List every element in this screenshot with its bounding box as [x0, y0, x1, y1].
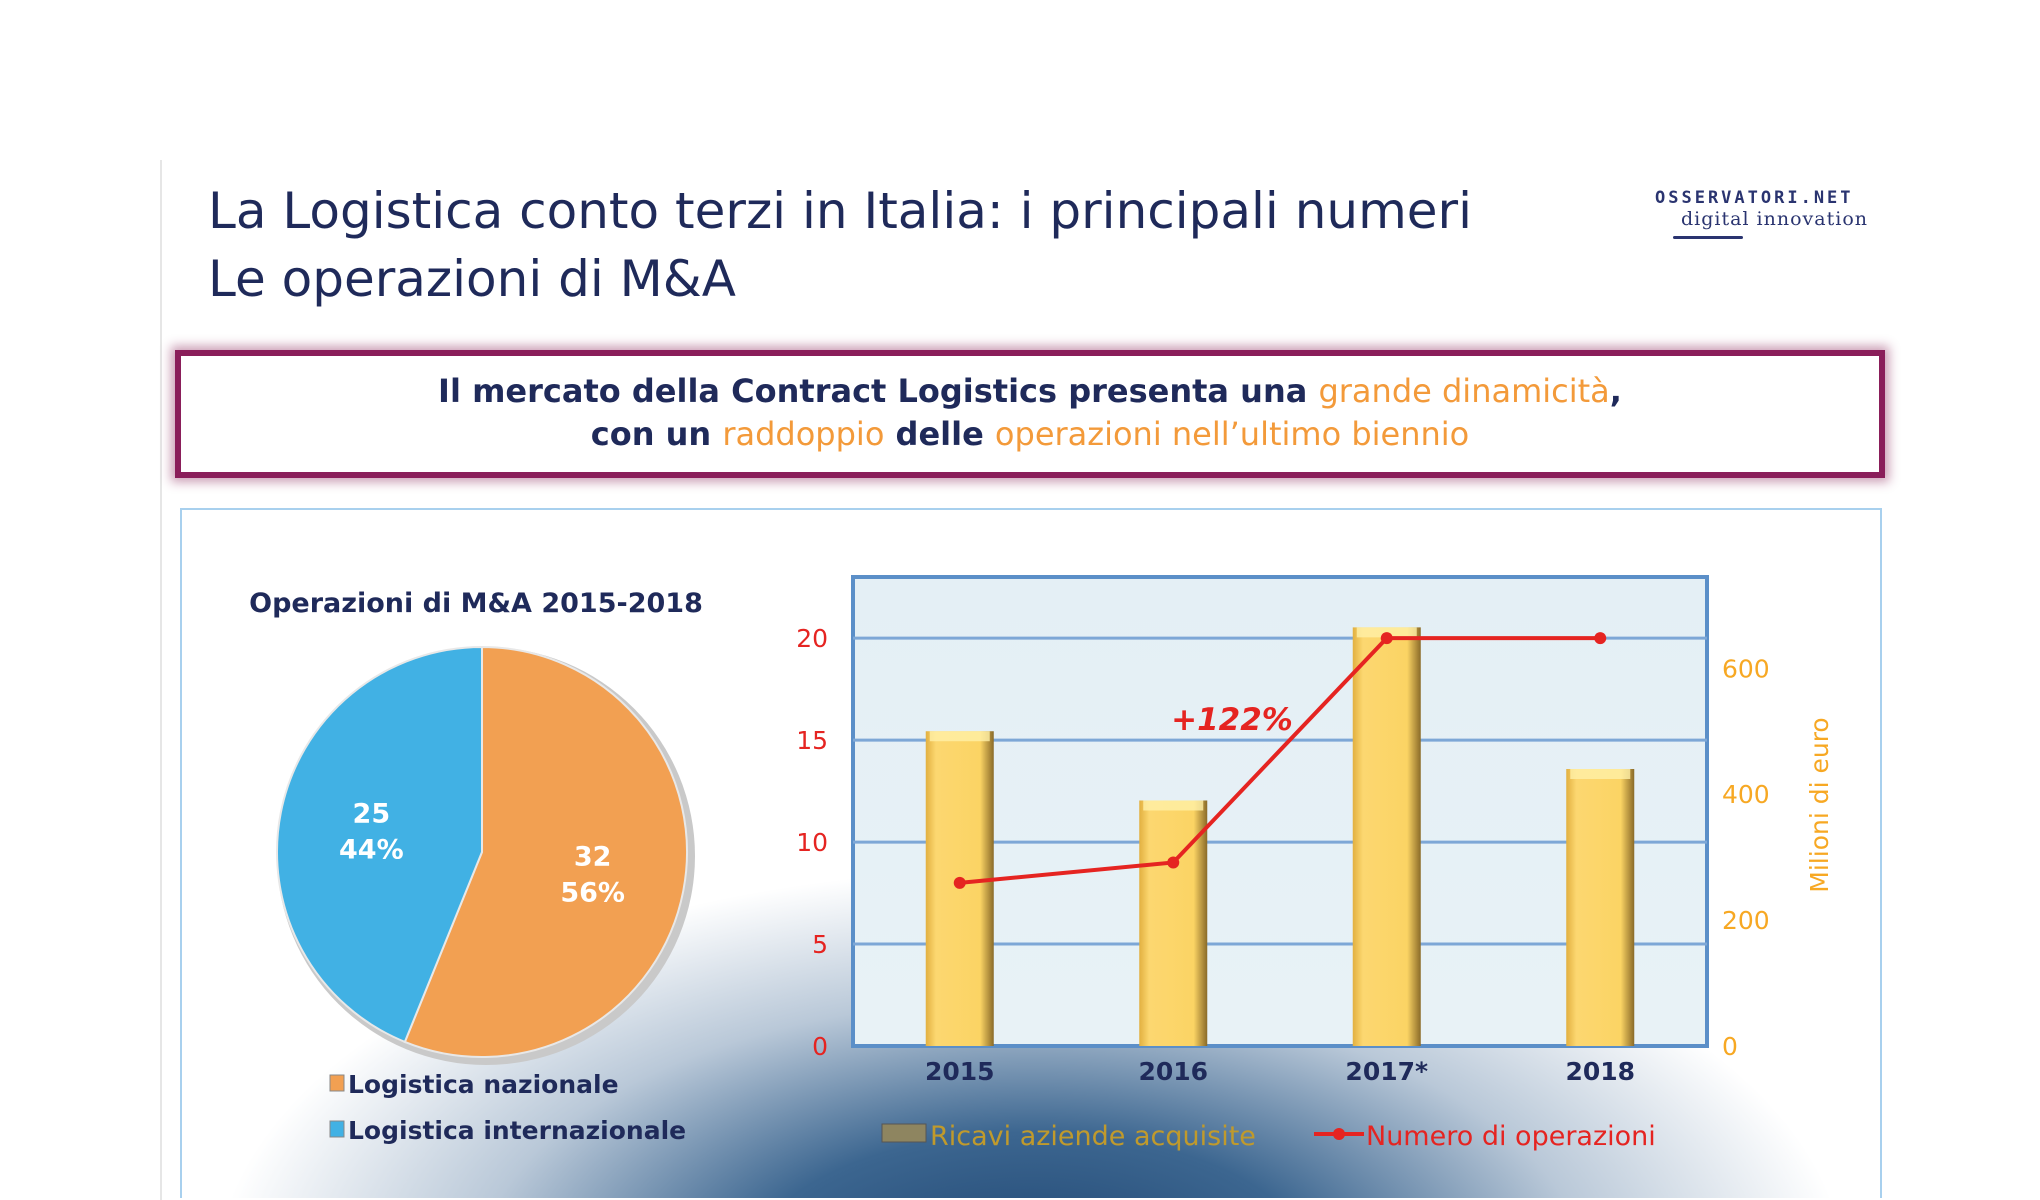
logo-line2: digital innovation	[1681, 208, 1868, 230]
logo-line1: OSSERVATORI.NET	[1655, 188, 1854, 208]
left-axis-tick: 5	[812, 930, 828, 959]
growth-annotation: +122%	[1171, 702, 1293, 738]
pie-value-label: 25	[353, 798, 391, 829]
right-axis-title: Milioni di euro	[1805, 717, 1834, 892]
pie-legend-label: Logistica internazionale	[348, 1116, 686, 1145]
pie-percent-label: 44%	[339, 834, 404, 865]
x-axis-tick: 2018	[1565, 1057, 1635, 1086]
x-axis-tick: 2017*	[1345, 1057, 1428, 1086]
line-numero-operazioni	[959, 636, 1601, 885]
osservatori-logo: OSSERVATORI.NET digital innovation	[1655, 188, 1875, 250]
bar-highlight	[929, 731, 990, 742]
legend-swatch	[329, 1120, 345, 1138]
right-axis-tick: 200	[1722, 906, 1770, 935]
x-axis-tick: 2015	[925, 1057, 995, 1086]
key-message-line2: con un raddoppio delle operazioni nell’u…	[181, 413, 1879, 456]
legend-swatch-ricavi	[881, 1123, 927, 1143]
left-axis-tick: 10	[796, 828, 828, 857]
bar-2018	[1566, 769, 1635, 1046]
pie-title: Operazioni di M&A 2015-2018	[249, 588, 703, 619]
x-axis-tick: 2016	[1138, 1057, 1208, 1086]
left-axis-tick: 15	[796, 726, 828, 755]
pie-slice-nazionale	[403, 645, 688, 1058]
logo-underline	[1673, 236, 1743, 239]
key-message-line1: Il mercato della Contract Logistics pres…	[181, 370, 1879, 413]
key-message-box: Il mercato della Contract Logistics pres…	[175, 350, 1885, 478]
legend-label-ricavi: Ricavi aziende acquisite	[930, 1121, 1256, 1152]
highlight-text: grande dinamicità	[1318, 372, 1610, 410]
line-point-2018	[1594, 632, 1607, 645]
right-axis-tick: 400	[1722, 780, 1770, 809]
plot-area	[851, 575, 1709, 1048]
legend-marker-operazioni	[1333, 1128, 1345, 1140]
slide-subtitle: Le operazioni di M&A	[208, 250, 736, 308]
slide-left-divider	[160, 160, 162, 1200]
right-axis-tick: 0	[1722, 1032, 1738, 1061]
message-text: delle	[884, 415, 995, 453]
bar-highlight	[1143, 800, 1204, 811]
pie-value-label: 32	[574, 842, 612, 873]
line-point-2017*	[1380, 632, 1393, 645]
line-point-2016	[1167, 856, 1180, 869]
left-axis-tick: 20	[796, 624, 828, 653]
left-axis-tick: 0	[812, 1032, 828, 1061]
pie-slice-internazionale	[276, 645, 483, 1044]
bar-highlight	[1570, 769, 1631, 780]
message-text: con un	[590, 415, 723, 453]
legend-swatch	[329, 1074, 345, 1092]
highlight-text: raddoppio	[722, 415, 885, 453]
pie-percent-label: 56%	[560, 878, 625, 909]
pie-legend-label: Logistica nazionale	[348, 1070, 619, 1099]
line-point-2015	[953, 876, 966, 889]
slide-title: La Logistica conto terzi in Italia: i pr…	[208, 182, 1472, 240]
bar-2017*	[1352, 627, 1421, 1046]
message-text: ,	[1609, 372, 1622, 410]
message-text: Il mercato della Contract Logistics pres…	[438, 372, 1319, 410]
right-axis-tick: 600	[1722, 654, 1770, 683]
highlight-text: operazioni nell’ultimo biennio	[994, 415, 1470, 453]
legend-label-operazioni: Numero di operazioni	[1366, 1121, 1656, 1152]
